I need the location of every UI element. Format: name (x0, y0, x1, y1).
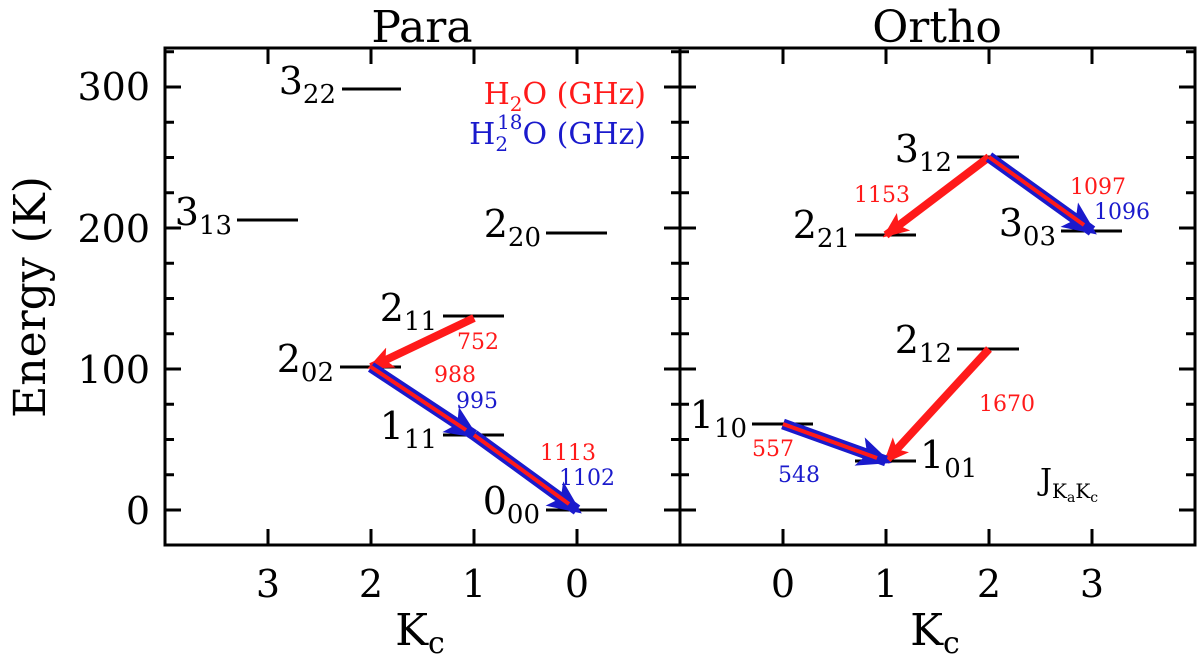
ortho-x-axis-label-sub: c (943, 626, 960, 658)
freq-label-557: 557 (752, 437, 794, 462)
y-tick-label-0: 0 (126, 489, 150, 533)
para-x-tick-label: 1 (462, 562, 486, 606)
y-tick-label-200: 200 (77, 207, 150, 251)
freq-label-1097: 1097 (1070, 175, 1126, 200)
freq-label-995: 995 (456, 389, 498, 414)
ortho-x-axis-label: Kc (910, 605, 960, 658)
arrow-1-10-to-1-01-red (782, 422, 878, 460)
y-tick-label-100: 100 (77, 348, 150, 392)
freq-label-1096: 1096 (1094, 200, 1150, 225)
ortho-panel-title: Ortho (872, 2, 1002, 53)
level-label-3-12: 312 (895, 127, 952, 178)
level-label-2-11: 211 (380, 286, 437, 337)
quantum-number-notation: JKaKc (1037, 463, 1098, 506)
freq-label-548: 548 (778, 463, 820, 488)
freq-label-1670: 1670 (979, 392, 1035, 417)
para-x-axis-label-main: K (395, 605, 429, 656)
freq-label-1102: 1102 (559, 466, 615, 491)
arrow-1-11-to-0-00-red (472, 433, 571, 506)
arrow-3-12-to-2-21 (882, 153, 992, 239)
para-x-tick-label: 3 (256, 562, 280, 606)
freq-label-1153: 1153 (854, 183, 910, 208)
ortho-x-tick-label: 3 (1080, 562, 1104, 606)
level-label-2-02: 202 (277, 337, 334, 388)
ortho-x-tick-labels: 0 1 2 3 (771, 562, 1104, 606)
y-tick-labels: 0 100 200 300 (77, 65, 150, 533)
para-panel-title: Para (371, 2, 472, 53)
level-label-2-12: 212 (895, 318, 952, 369)
arrow-2-02-to-1-11-red (369, 365, 468, 432)
level-label-2-20: 220 (484, 202, 541, 253)
ortho-x-tick-label: 1 (874, 562, 898, 606)
legend-h2o: H2O (GHz) (484, 77, 646, 116)
ortho-x-axis-label-main: K (910, 605, 944, 656)
para-x-tick-labels: 3 2 1 0 (256, 562, 589, 606)
ortho-x-tick-label: 0 (771, 562, 795, 606)
para-x-tick-label: 2 (359, 562, 383, 606)
ortho-levels: 312 221 303 212 110 101 (690, 127, 1122, 484)
level-label-1-01: 101 (920, 433, 977, 484)
ortho-transitions: 1153 1097 1096 1670 557 548 (752, 152, 1150, 488)
para-x-axis-label: Kc (395, 605, 445, 658)
level-label-2-21: 221 (793, 203, 850, 254)
axis-ticks (165, 48, 1195, 545)
y-axis-label: Energy (K) (5, 176, 56, 418)
arrow-2-11-to-2-02 (367, 314, 476, 371)
level-label-3-13: 313 (175, 190, 232, 241)
level-label-0-00: 000 (483, 479, 540, 530)
y-tick-label-300: 300 (77, 65, 150, 109)
legend: H2O (GHz) H218O (GHz) (469, 77, 646, 156)
freq-label-752: 752 (457, 330, 499, 355)
level-label-1-10: 110 (690, 393, 747, 444)
ortho-panel-frame (678, 46, 1197, 547)
freq-label-988: 988 (434, 363, 476, 388)
ortho-x-tick-label: 2 (977, 562, 1001, 606)
legend-h218o: H218O (GHz) (469, 110, 646, 156)
freq-label-1113: 1113 (540, 441, 596, 466)
level-label-1-11: 111 (380, 404, 437, 455)
para-x-tick-label: 0 (565, 562, 589, 606)
para-x-axis-label-sub: c (428, 626, 445, 658)
level-label-3-03: 303 (999, 201, 1056, 252)
level-label-3-22: 322 (279, 59, 336, 110)
para-transitions: 752 988 995 1113 1102 (367, 314, 615, 515)
arrow-3-12-to-3-03-red (987, 155, 1086, 227)
arrow-2-12-to-1-01 (883, 346, 992, 464)
